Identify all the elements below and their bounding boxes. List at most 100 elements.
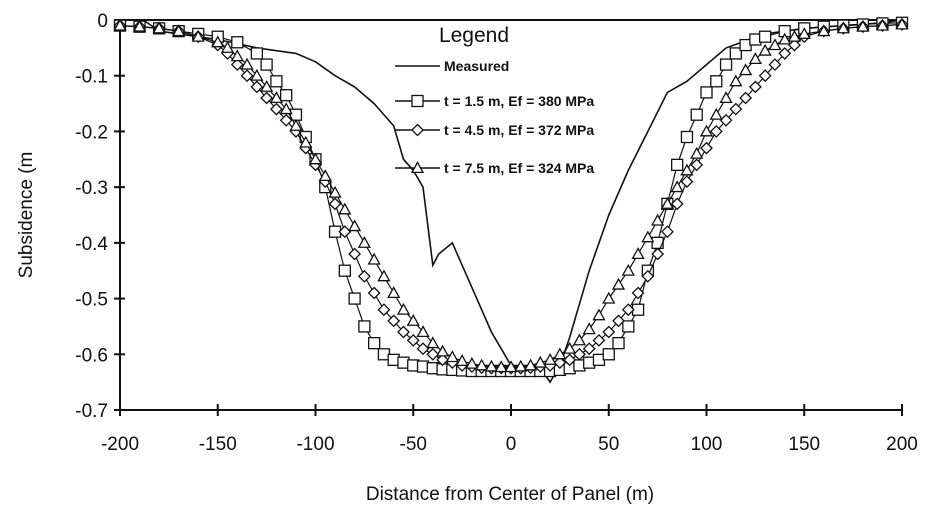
- legend-entry: t = 1.5 m, Ef = 380 MPa: [395, 93, 594, 109]
- data-point: [533, 355, 547, 368]
- data-point: [612, 314, 625, 328]
- data-point: [622, 320, 635, 333]
- data-point: [641, 269, 655, 283]
- data-point: [611, 277, 626, 290]
- data-point: [240, 57, 254, 70]
- series-line: [119, 23, 903, 368]
- series-layer: [113, 16, 909, 384]
- legend-entry: Measured: [395, 58, 509, 74]
- data-point: [230, 49, 244, 62]
- x-tick-label: -150: [199, 434, 237, 455]
- data-point: [426, 347, 440, 361]
- data-point: [797, 27, 811, 39]
- data-point: [699, 124, 714, 137]
- data-point: [396, 302, 411, 315]
- data-point: [719, 91, 733, 104]
- legend-entry: t = 7.5 m, Ef = 324 MPa: [395, 160, 594, 176]
- legend: Legend Measured t = 1.5 m, Ef = 380 MPa t …: [395, 24, 594, 176]
- y-tick-label: -0.2: [75, 122, 108, 143]
- data-point: [553, 347, 567, 360]
- data-point: [671, 158, 684, 172]
- data-point: [856, 19, 870, 32]
- x-tick-label: -50: [400, 434, 427, 455]
- data-point: [563, 341, 577, 354]
- data-point: [690, 146, 704, 159]
- data-point: [308, 152, 323, 165]
- data-point: [572, 333, 587, 346]
- data-point: [387, 286, 401, 299]
- data-point: [748, 52, 762, 65]
- data-point: [270, 75, 283, 88]
- x-tick-label: 0: [506, 434, 517, 455]
- data-point: [406, 333, 420, 347]
- legend-swatch-marker: [411, 123, 424, 137]
- data-point: [250, 47, 264, 60]
- series-line: [119, 22, 903, 372]
- data-point: [729, 102, 743, 116]
- data-point: [602, 291, 616, 304]
- y-tick-label: -0.4: [75, 234, 108, 255]
- data-point: [260, 91, 274, 105]
- data-point: [553, 356, 567, 370]
- x-tick-label: -200: [101, 434, 139, 455]
- data-point: [240, 69, 254, 83]
- x-tick-label: 50: [598, 434, 619, 455]
- data-point: [328, 197, 342, 211]
- data-point: [621, 263, 635, 276]
- data-point: [778, 47, 792, 60]
- y-tick-label: 0: [97, 11, 108, 32]
- data-point: [768, 38, 782, 51]
- legend-label: t = 1.5 m, Ef = 380 MPa: [444, 93, 594, 109]
- axis-labels: Distance from Center of Panel (m) Subsid…: [16, 152, 654, 505]
- data-point: [719, 58, 733, 71]
- data-point: [289, 119, 303, 131]
- data-point: [670, 197, 684, 211]
- data-point: [621, 303, 635, 317]
- data-point: [895, 17, 909, 30]
- data-point: [631, 286, 645, 300]
- data-point: [670, 180, 684, 193]
- data-point: [700, 86, 713, 99]
- legend-swatch-marker: [411, 94, 424, 108]
- data-point: [357, 236, 371, 248]
- data-point: [377, 303, 391, 317]
- data-point: [435, 344, 450, 357]
- data-point: [328, 185, 342, 198]
- legend-items: Measured t = 1.5 m, Ef = 380 MPa t = 4.5 m…: [395, 58, 594, 176]
- data-point: [250, 80, 264, 94]
- data-point: [455, 354, 469, 367]
- data-point: [680, 163, 694, 176]
- series-t-7-5-m-ef-324-mpa: [113, 17, 909, 373]
- data-point: [347, 219, 362, 232]
- data-point: [348, 292, 361, 305]
- data-point: [690, 158, 704, 172]
- data-point: [338, 225, 352, 239]
- data-point: [573, 347, 586, 361]
- data-point: [788, 38, 801, 52]
- data-point: [651, 236, 664, 250]
- data-point: [514, 359, 528, 372]
- data-point: [279, 102, 293, 115]
- data-point: [299, 135, 313, 148]
- data-point: [612, 336, 625, 350]
- data-point: [279, 113, 293, 127]
- data-point: [445, 350, 459, 363]
- data-point: [436, 353, 449, 367]
- data-point: [602, 325, 616, 339]
- x-tick-label: 100: [691, 434, 723, 455]
- data-point: [269, 91, 284, 104]
- x-tick-label: 150: [788, 434, 820, 455]
- data-point: [651, 247, 665, 261]
- data-point: [759, 30, 772, 43]
- data-point: [787, 29, 802, 42]
- data-point: [523, 358, 538, 371]
- data-point: [426, 336, 440, 349]
- data-point: [132, 19, 147, 32]
- legend-label: t = 7.5 m, Ef = 324 MPa: [444, 160, 594, 176]
- series-t-4-5-m-ef-372-mpa: [113, 18, 909, 375]
- data-point: [367, 286, 381, 300]
- data-point: [651, 213, 665, 226]
- x-tick-label: 200: [886, 434, 918, 455]
- data-point: [475, 358, 489, 371]
